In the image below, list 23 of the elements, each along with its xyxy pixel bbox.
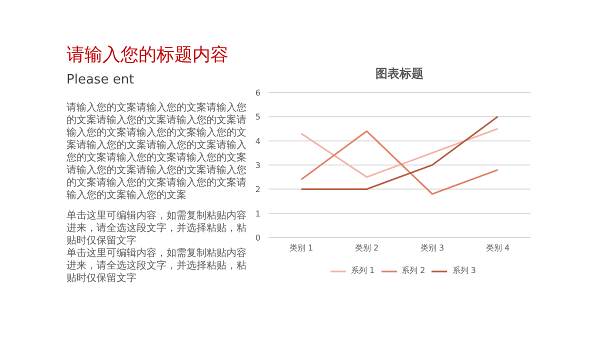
y-tick-label: 0 [255,234,261,242]
y-tick-label: 1 [255,209,261,218]
y-tick-label: 2 [255,185,261,194]
text: Please ent [66,72,134,88]
text: 您的文案请输入您的文案请输入您的文案请输入您的文案请输入您的文案请输入您的文案请输入您的文案请输入您的文案请输入您的文案输入您的文案 [66,152,246,201]
x-tick-label: 类别 3 [420,244,444,252]
text: 单击这里可编辑内容，如需复制粘贴内容进来，请全选这段文字，并选择粘贴，粘贴时仅保留文字 [66,210,246,246]
x-tick-label: 类别 2 [354,244,379,252]
legend-label: 系列 2 [402,265,426,276]
y-tick-label: 3 [255,161,261,170]
y-tick-label: 6 [255,88,261,98]
x-tick-label: 类别 1 [289,244,314,252]
x-tick-label: 类别 4 [486,244,510,252]
text: 请输入您的文案请输入您的文案请输入您的文案请输入您的文案请输入您的文案请输入您的文案请输入您的文案输入您的文案请输入您的文案请输入您的文案请输入 [66,102,246,151]
text: 请输入您的标题内容 [66,44,228,66]
line-series [300,128,499,178]
text: 单击这里可编辑内容，如需复制粘贴内容进来，请全选这段文字，并选择粘贴，粘贴时仅保留文字 [66,247,246,284]
y-tick-label: 5 [255,112,261,122]
legend-label: 系列 1 [351,265,375,276]
line-series [300,130,499,195]
chart-title: 图表标题 [376,66,424,80]
legend-label: 系列 3 [452,265,476,276]
y-tick-label: 4 [255,136,261,146]
